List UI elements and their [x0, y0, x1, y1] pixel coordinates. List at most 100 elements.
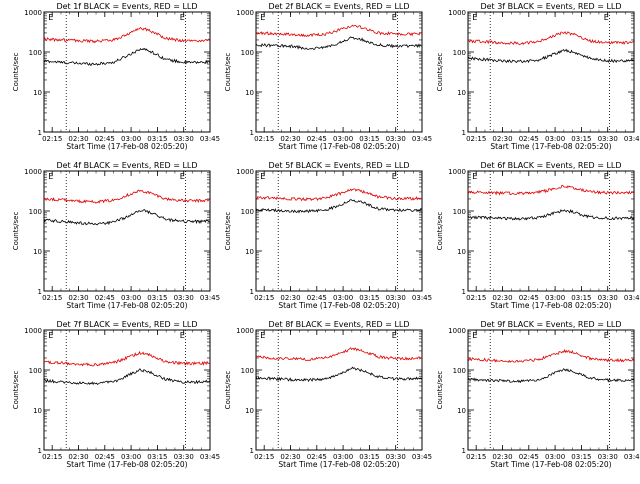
- x-tick-label: 03:00: [333, 135, 353, 143]
- y-tick-label: 1: [250, 447, 254, 455]
- series-events-line: [467, 368, 634, 384]
- y-tick-label: 100: [29, 49, 42, 57]
- series-events-line: [43, 209, 210, 226]
- panel-title: Det 1f BLACK = Events, RED = LLD: [56, 2, 197, 11]
- x-tick-label: 02:15: [42, 135, 62, 143]
- eclipse-marker: E: [48, 13, 53, 22]
- x-tick-label: 03:45: [624, 294, 640, 302]
- x-tick-label: 02:15: [254, 453, 274, 461]
- eclipse-marker: E: [392, 13, 397, 22]
- x-tick-label: 03:15: [147, 135, 167, 143]
- eclipse-marker: E: [472, 331, 477, 340]
- y-tick-label: 10: [245, 407, 254, 415]
- plot-frame: [467, 11, 635, 133]
- plot-frame: [43, 170, 211, 292]
- x-tick-label: 03:15: [571, 453, 591, 461]
- panel-det-8: Det 8f BLACK = Events, RED = LLD 1 10 100 10…: [224, 320, 432, 469]
- series-events-line: [255, 199, 423, 214]
- series-lld-line: [255, 347, 422, 362]
- y-tick-label: 10: [33, 407, 42, 415]
- x-tick-label: 03:30: [598, 135, 618, 143]
- panel-title: Det 6f BLACK = Events, RED = LLD: [480, 161, 621, 170]
- x-tick-label: 03:30: [386, 453, 406, 461]
- panel-det-5: Det 5f BLACK = Events, RED = LLD 1 10 100 10…: [224, 161, 432, 310]
- eclipse-marker: E: [180, 172, 185, 181]
- x-tick-label: 03:00: [333, 294, 353, 302]
- panel-title: Det 2f BLACK = Events, RED = LLD: [268, 2, 409, 11]
- x-tick-label: 02:45: [95, 135, 115, 143]
- y-tick-label: 1000: [236, 9, 254, 17]
- y-axis-label: Counts/sec: [12, 53, 20, 92]
- panel-det-6: Det 6f BLACK = Events, RED = LLD 1 10 100 10…: [436, 161, 640, 310]
- y-tick-label: 1000: [24, 168, 42, 176]
- y-axis-label: Counts/sec: [224, 371, 232, 410]
- panel-det-3: Det 3f BLACK = Events, RED = LLD 1 10 100 10…: [436, 2, 640, 151]
- x-tick-label: 03:00: [121, 294, 141, 302]
- x-tick-label: 02:15: [254, 135, 274, 143]
- x-tick-label: 02:45: [307, 453, 327, 461]
- y-tick-label: 100: [241, 208, 254, 216]
- y-axis-label: Counts/sec: [436, 212, 444, 251]
- y-tick-label: 100: [453, 208, 466, 216]
- series-events-line: [467, 209, 635, 221]
- y-tick-label: 1000: [236, 327, 254, 335]
- x-axis-label: Start Time (17-Feb-08 02:05:20): [490, 460, 611, 469]
- x-tick-label: 03:45: [624, 135, 640, 143]
- series-events-line: [467, 48, 634, 64]
- y-tick-label: 1: [462, 288, 466, 296]
- y-axis-label: Counts/sec: [436, 53, 444, 92]
- eclipse-marker: E: [604, 13, 609, 22]
- x-tick-label: 03:30: [386, 294, 406, 302]
- eclipse-marker: E: [180, 331, 185, 340]
- y-tick-label: 100: [29, 367, 42, 375]
- x-tick-label: 02:30: [68, 453, 88, 461]
- y-tick-label: 1: [462, 447, 466, 455]
- eclipse-marker: E: [472, 172, 477, 181]
- eclipse-marker: E: [260, 172, 265, 181]
- x-tick-label: 02:30: [492, 453, 512, 461]
- y-tick-label: 10: [457, 89, 466, 97]
- x-tick-label: 03:45: [624, 453, 640, 461]
- eclipse-marker: E: [48, 172, 53, 181]
- series-lld-line: [255, 188, 422, 202]
- x-tick-label: 02:30: [280, 135, 300, 143]
- plot-frame: [255, 329, 423, 451]
- x-axis-label: Start Time (17-Feb-08 02:05:20): [278, 460, 399, 469]
- x-tick-label: 02:45: [307, 135, 327, 143]
- x-tick-label: 02:45: [519, 135, 539, 143]
- x-tick-label: 02:30: [492, 294, 512, 302]
- y-tick-label: 1: [38, 129, 42, 137]
- series-lld-line: [255, 24, 422, 38]
- series-lld-line: [43, 189, 210, 204]
- x-tick-label: 03:00: [545, 294, 565, 302]
- y-tick-label: 100: [453, 49, 466, 57]
- x-axis-label: Start Time (17-Feb-08 02:05:20): [490, 301, 611, 310]
- x-tick-label: 03:30: [598, 294, 618, 302]
- y-tick-label: 10: [33, 248, 42, 256]
- panel-det-4: Det 4f BLACK = Events, RED = LLD 1 10 100 10…: [12, 161, 220, 310]
- series-events-line: [255, 36, 422, 50]
- x-tick-label: 02:15: [42, 453, 62, 461]
- y-tick-label: 10: [245, 89, 254, 97]
- eclipse-marker: E: [392, 331, 397, 340]
- x-tick-label: 02:30: [280, 294, 300, 302]
- x-tick-label: 03:15: [571, 135, 591, 143]
- series-events-line: [255, 366, 423, 383]
- x-tick-label: 02:30: [68, 294, 88, 302]
- panel-title: Det 7f BLACK = Events, RED = LLD: [56, 320, 197, 329]
- x-tick-label: 03:15: [571, 294, 591, 302]
- eclipse-marker: E: [180, 13, 185, 22]
- eclipse-marker: E: [392, 172, 397, 181]
- y-axis-label: Counts/sec: [12, 212, 20, 251]
- x-tick-label: 03:30: [174, 135, 194, 143]
- y-tick-label: 1000: [24, 327, 42, 335]
- y-axis-label: Counts/sec: [12, 371, 20, 410]
- x-tick-label: 02:30: [492, 135, 512, 143]
- x-tick-label: 02:15: [466, 135, 486, 143]
- x-tick-label: 03:45: [200, 453, 220, 461]
- y-tick-label: 1: [250, 129, 254, 137]
- x-axis-label: Start Time (17-Feb-08 02:05:20): [66, 301, 187, 310]
- y-tick-label: 10: [457, 248, 466, 256]
- plot-frame: [43, 329, 211, 451]
